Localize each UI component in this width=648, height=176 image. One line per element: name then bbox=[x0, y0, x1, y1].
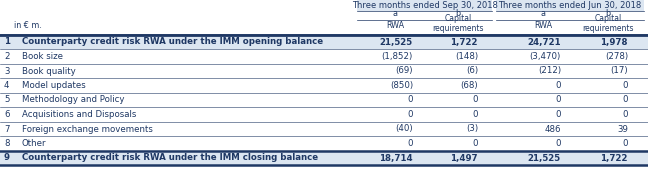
Text: (3): (3) bbox=[466, 124, 478, 134]
Text: 0: 0 bbox=[555, 110, 561, 119]
Text: 1,722: 1,722 bbox=[450, 37, 478, 46]
Text: Methodology and Policy: Methodology and Policy bbox=[22, 96, 124, 105]
Text: 24,721: 24,721 bbox=[527, 37, 561, 46]
Text: 1,497: 1,497 bbox=[450, 153, 478, 162]
Text: 18,714: 18,714 bbox=[379, 153, 413, 162]
Text: 21,525: 21,525 bbox=[380, 37, 413, 46]
Text: 7: 7 bbox=[4, 124, 10, 134]
Text: Capital
requirements: Capital requirements bbox=[583, 14, 634, 33]
Text: 486: 486 bbox=[544, 124, 561, 134]
Text: a: a bbox=[540, 10, 546, 18]
Text: Acquisitions and Disposals: Acquisitions and Disposals bbox=[22, 110, 136, 119]
Text: 3: 3 bbox=[4, 67, 10, 76]
Text: 0: 0 bbox=[472, 110, 478, 119]
Text: 9: 9 bbox=[4, 153, 10, 162]
Text: 0: 0 bbox=[408, 110, 413, 119]
Text: 0: 0 bbox=[472, 96, 478, 105]
Text: (68): (68) bbox=[460, 81, 478, 90]
Text: 8: 8 bbox=[4, 139, 10, 148]
Text: 0: 0 bbox=[623, 96, 628, 105]
Text: Counterparty credit risk RWA under the IMM closing balance: Counterparty credit risk RWA under the I… bbox=[22, 153, 318, 162]
Bar bbox=[0, 151, 648, 165]
Text: 39: 39 bbox=[617, 124, 628, 134]
Text: 2: 2 bbox=[4, 52, 10, 61]
Text: RWA: RWA bbox=[386, 20, 404, 30]
Text: 0: 0 bbox=[623, 81, 628, 90]
Text: (1,852): (1,852) bbox=[382, 52, 413, 61]
Text: (40): (40) bbox=[395, 124, 413, 134]
Text: Three months ended Sep 30, 2018: Three months ended Sep 30, 2018 bbox=[352, 1, 498, 10]
Text: 5: 5 bbox=[4, 96, 10, 105]
Text: Counterparty credit risk RWA under the IMM opening balance: Counterparty credit risk RWA under the I… bbox=[22, 37, 323, 46]
Text: (6): (6) bbox=[466, 67, 478, 76]
Text: 21,525: 21,525 bbox=[528, 153, 561, 162]
Text: RWA: RWA bbox=[534, 20, 552, 30]
Bar bbox=[0, 35, 648, 49]
Text: 0: 0 bbox=[555, 96, 561, 105]
Bar bbox=[357, 0, 492, 11]
Text: 6: 6 bbox=[4, 110, 10, 119]
Text: in € m.: in € m. bbox=[14, 20, 42, 30]
Text: 0: 0 bbox=[555, 81, 561, 90]
Text: Book size: Book size bbox=[22, 52, 63, 61]
Text: Capital
requirements: Capital requirements bbox=[432, 14, 484, 33]
Text: 0: 0 bbox=[555, 139, 561, 148]
Text: (278): (278) bbox=[605, 52, 628, 61]
Text: 0: 0 bbox=[623, 139, 628, 148]
Text: (212): (212) bbox=[538, 67, 561, 76]
Text: 4: 4 bbox=[4, 81, 10, 90]
Text: 0: 0 bbox=[408, 139, 413, 148]
Text: Book quality: Book quality bbox=[22, 67, 76, 76]
Text: b: b bbox=[605, 10, 610, 18]
Text: Other: Other bbox=[22, 139, 47, 148]
Text: 0: 0 bbox=[408, 96, 413, 105]
Text: 0: 0 bbox=[623, 110, 628, 119]
Text: 1,722: 1,722 bbox=[601, 153, 628, 162]
Text: Three months ended Jun 30, 2018: Three months ended Jun 30, 2018 bbox=[498, 1, 642, 10]
Text: 1,978: 1,978 bbox=[601, 37, 628, 46]
Text: (17): (17) bbox=[610, 67, 628, 76]
Text: Foreign exchange movements: Foreign exchange movements bbox=[22, 124, 153, 134]
Text: Model updates: Model updates bbox=[22, 81, 86, 90]
Bar bbox=[496, 0, 644, 11]
Text: b: b bbox=[456, 10, 461, 18]
Text: (69): (69) bbox=[395, 67, 413, 76]
Text: 1: 1 bbox=[4, 37, 10, 46]
Text: (3,470): (3,470) bbox=[530, 52, 561, 61]
Text: (850): (850) bbox=[390, 81, 413, 90]
Text: a: a bbox=[393, 10, 397, 18]
Text: 0: 0 bbox=[472, 139, 478, 148]
Text: (148): (148) bbox=[455, 52, 478, 61]
